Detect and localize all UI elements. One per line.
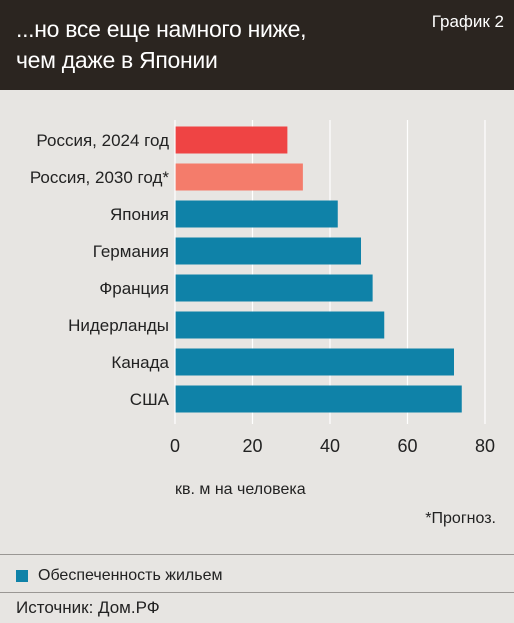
- x-tick-label-3: 60: [397, 436, 417, 456]
- bar-2: [175, 200, 338, 228]
- x-tick-label-0: 0: [170, 436, 180, 456]
- source-note: Источник: Дом.РФ: [16, 598, 160, 617]
- x-tick-label-1: 20: [242, 436, 262, 456]
- category-label-7: США: [130, 390, 170, 409]
- bar-chart: Россия, 2024 год Россия, 2030 год* Япония Г…: [30, 120, 495, 498]
- bar-6: [175, 348, 454, 376]
- chart-title: ...но все еще намного ниже, чем даже в Я…: [16, 16, 307, 73]
- bar-5: [175, 311, 385, 339]
- bar-1: [175, 163, 303, 191]
- category-label-4: Франция: [99, 279, 169, 298]
- bar-3: [175, 237, 361, 265]
- chart-header: ...но все еще намного ниже, чем даже в Я…: [0, 0, 514, 90]
- legend-label: Обеспеченность жильем: [38, 567, 223, 584]
- category-label-6: Канада: [111, 353, 169, 372]
- legend: Обеспеченность жильем: [16, 566, 222, 586]
- chart-number-label: График 2: [431, 12, 504, 31]
- category-label-3: Германия: [93, 242, 169, 261]
- x-tick-label-2: 40: [320, 436, 340, 456]
- legend-divider-bottom: [0, 592, 514, 593]
- bar-0: [175, 126, 288, 154]
- x-axis-label: кв. м на человека: [175, 481, 306, 498]
- category-label-1: Россия, 2030 год*: [30, 168, 170, 187]
- legend-divider-top: [0, 554, 514, 555]
- bar-7: [175, 385, 462, 413]
- category-label-0: Россия, 2024 год: [36, 131, 169, 150]
- forecast-footnote: *Прогноз.: [425, 510, 496, 527]
- legend-swatch: [16, 570, 28, 582]
- category-label-5: Нидерланды: [68, 316, 169, 335]
- bar-4: [175, 274, 373, 302]
- x-tick-label-4: 80: [475, 436, 495, 456]
- category-label-2: Япония: [110, 205, 169, 224]
